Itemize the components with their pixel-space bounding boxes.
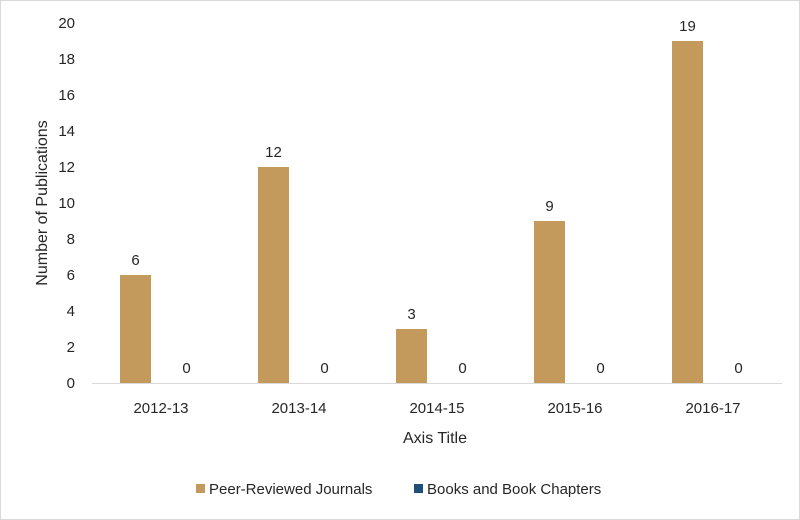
- bar-peer-reviewed-journals: [258, 167, 289, 383]
- x-tick-label: 2016-17: [685, 400, 740, 417]
- x-tick-label: 2013-14: [271, 400, 326, 417]
- data-label: 0: [734, 360, 742, 377]
- data-label: 6: [131, 252, 139, 269]
- y-tick-label: 16: [58, 87, 75, 104]
- bar-series: [120, 41, 703, 383]
- data-label: 0: [458, 360, 466, 377]
- legend-swatch: [414, 484, 423, 493]
- data-label: 19: [679, 18, 696, 35]
- legend-label: Books and Book Chapters: [427, 481, 601, 498]
- y-tick-label: 2: [67, 339, 75, 356]
- y-tick-label: 8: [67, 231, 75, 248]
- data-label: 3: [407, 306, 415, 323]
- y-tick-label: 14: [58, 123, 75, 140]
- bar-peer-reviewed-journals: [120, 275, 151, 383]
- x-tick-label: 2012-13: [133, 400, 188, 417]
- data-label: 0: [320, 360, 328, 377]
- bar-peer-reviewed-journals: [534, 221, 565, 383]
- x-axis-ticks: 2012-13 2013-14 2014-15 2015-16 2016-17: [133, 400, 740, 417]
- x-tick-label: 2015-16: [547, 400, 602, 417]
- bar-peer-reviewed-journals: [672, 41, 703, 383]
- data-labels: 6 0 12 0 3 0 9 0 19 0: [131, 18, 742, 377]
- y-tick-label: 0: [67, 375, 75, 392]
- bar-peer-reviewed-journals: [396, 329, 427, 383]
- y-tick-label: 20: [58, 15, 75, 32]
- data-label: 0: [182, 360, 190, 377]
- data-label: 9: [545, 198, 553, 215]
- legend-swatch: [196, 484, 205, 493]
- x-axis-title: Axis Title: [403, 430, 467, 447]
- data-label: 0: [596, 360, 604, 377]
- y-tick-label: 12: [58, 159, 75, 176]
- y-tick-label: 18: [58, 51, 75, 68]
- y-tick-label: 10: [58, 195, 75, 212]
- data-label: 12: [265, 144, 282, 161]
- legend-label: Peer-Reviewed Journals: [209, 481, 372, 498]
- y-tick-label: 6: [67, 267, 75, 284]
- legend: Peer-Reviewed Journals Books and Book Cha…: [196, 481, 601, 498]
- y-tick-label: 4: [67, 303, 75, 320]
- y-axis-title: Number of Publications: [34, 120, 51, 285]
- x-tick-label: 2014-15: [409, 400, 464, 417]
- y-axis-ticks: 0 2 4 6 8 10 12 14 16 18 20: [58, 15, 75, 392]
